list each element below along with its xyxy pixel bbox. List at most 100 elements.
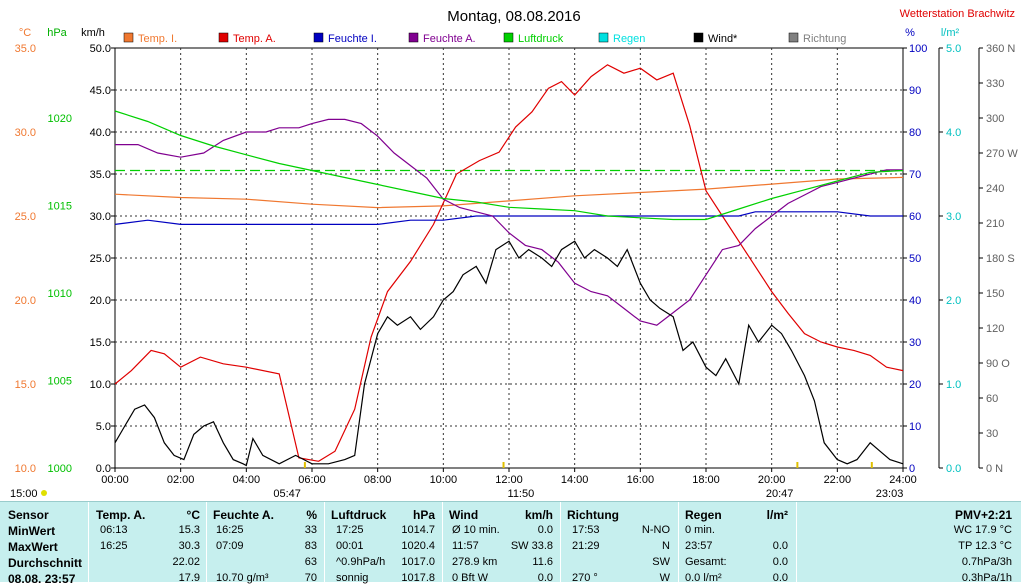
direction-tick-label: 120 bbox=[986, 323, 1004, 335]
header-luftdruck-unit: hPa bbox=[412, 508, 435, 522]
wind-label: 11:57 bbox=[452, 540, 479, 552]
series-luftdruck-line bbox=[114, 110, 904, 221]
legend-swatch bbox=[408, 32, 419, 43]
humidity-tick-label: 50 bbox=[909, 253, 921, 265]
series-wind-line bbox=[114, 240, 904, 467]
header-feuchte: Feuchte A. bbox=[213, 508, 274, 522]
wind-tick-label: 35.0 bbox=[90, 169, 111, 181]
rain-tick-label: 4.0 bbox=[946, 127, 961, 139]
temp-tick-label: 25.0 bbox=[15, 211, 36, 223]
luftdruck-time: 17:25 bbox=[336, 524, 364, 536]
feuchte-value: 33 bbox=[304, 524, 317, 536]
sunset-label: 20:47 bbox=[766, 488, 794, 500]
direction-tick-label: 0 N bbox=[986, 463, 1003, 475]
legend-label: Wind* bbox=[708, 33, 738, 45]
feuchte-time: 07:09 bbox=[216, 540, 244, 552]
x-tick-label: 12:00 bbox=[495, 474, 523, 486]
row-label: Durchschnitt bbox=[8, 556, 83, 570]
legend-label: Feuchte I. bbox=[328, 33, 377, 45]
luftdruck-time: sonnig bbox=[336, 572, 369, 584]
direction-tick-label: 360 N bbox=[986, 43, 1015, 55]
pressure-tick-label: 1010 bbox=[48, 288, 72, 300]
pressure-tick-label: 1005 bbox=[48, 376, 72, 388]
sunrise-label: 05:47 bbox=[273, 488, 301, 500]
x-tick-label: 06:00 bbox=[298, 474, 326, 486]
wind-label: Ø 10 min. bbox=[452, 524, 500, 536]
wind-value: 11.6 bbox=[532, 556, 553, 568]
header-feuchte-unit: % bbox=[306, 508, 317, 522]
legend-label: Temp. A. bbox=[233, 33, 276, 45]
header-pmv: PMV+2:21 bbox=[954, 508, 1012, 522]
feuchte-value: 83 bbox=[304, 540, 317, 552]
humidity-tick-label: 80 bbox=[909, 127, 921, 139]
humidity-tick-label: 60 bbox=[909, 211, 921, 223]
legend-swatch bbox=[123, 32, 134, 43]
x-tick-label: 14:00 bbox=[561, 474, 589, 486]
legend-swatch bbox=[218, 32, 229, 43]
humidity-tick-label: 100 bbox=[909, 43, 927, 55]
unit-wind: km/h bbox=[81, 27, 105, 39]
pmv-extra: TP 12.3 °C bbox=[958, 540, 1012, 552]
legend-label: Richtung bbox=[803, 33, 846, 45]
chart-title: Montag, 08.08.2016 bbox=[447, 8, 580, 25]
temp-time: 06:13 bbox=[100, 524, 128, 536]
legend-label: Temp. I. bbox=[138, 33, 177, 45]
humidity-tick-label: 10 bbox=[909, 421, 921, 433]
series-feuchte-a-line bbox=[115, 118, 903, 326]
pmv-extra: WC 17.9 °C bbox=[953, 524, 1012, 536]
temp-tick-label: 30.0 bbox=[15, 127, 36, 139]
stats-table: Sensor Temp. A. °C Feuchte A.% Luftdruck hPa W… bbox=[0, 501, 1021, 586]
x-tick-label: 08:00 bbox=[364, 474, 392, 486]
grid bbox=[114, 47, 904, 469]
legend-label: Regen bbox=[613, 33, 645, 45]
rain-tick-label: 2.0 bbox=[946, 295, 961, 307]
x-tick-label: 10:00 bbox=[430, 474, 458, 486]
legend-swatch bbox=[313, 32, 324, 43]
series-feuchte-i-line bbox=[114, 211, 903, 225]
header-wind-unit: km/h bbox=[524, 508, 553, 522]
direction-tick-label: 60 bbox=[986, 393, 998, 405]
wind-label: 0 Bft W bbox=[452, 572, 489, 584]
wind-value: 0.0 bbox=[537, 524, 553, 536]
feuchte-value: 70 bbox=[304, 572, 317, 584]
direction-tick-label: 90 O bbox=[986, 358, 1010, 370]
pressure-tick-label: 1000 bbox=[48, 463, 72, 475]
temp-tick-label: 20.0 bbox=[15, 295, 36, 307]
feuchte-time: 10.70 g/m³ bbox=[216, 572, 269, 584]
direction-tick-label: 30 bbox=[986, 428, 998, 440]
temp-value: 30.3 bbox=[178, 540, 200, 552]
plot-area bbox=[114, 64, 904, 467]
legend-label: Feuchte A. bbox=[423, 33, 476, 45]
header-luftdruck: Luftdruck bbox=[331, 508, 387, 522]
regen-label: 23:57 bbox=[685, 540, 713, 552]
x-tick-label: 20:00 bbox=[758, 474, 786, 486]
legend-label: Luftdruck bbox=[518, 33, 564, 45]
unit-humidity: % bbox=[905, 27, 915, 39]
luftdruck-value: 1020.4 bbox=[401, 540, 435, 552]
regen-value: 0.0 bbox=[772, 572, 788, 584]
regen-value: 0.0 bbox=[772, 556, 788, 568]
humidity-tick-label: 0 bbox=[909, 463, 915, 475]
header-regen-unit: l/m² bbox=[766, 508, 788, 522]
humidity-tick-label: 90 bbox=[909, 85, 921, 97]
x-tick-label: 02:00 bbox=[167, 474, 195, 486]
unit-rain: l/m² bbox=[941, 27, 960, 39]
header-richtung: Richtung bbox=[567, 508, 619, 522]
wind-tick-label: 25.0 bbox=[90, 253, 111, 265]
header-temp: Temp. A. bbox=[96, 508, 146, 522]
x-tick-label: 24:00 bbox=[889, 474, 917, 486]
wind-tick-label: 15.0 bbox=[90, 337, 111, 349]
direction-tick-label: 330 bbox=[986, 78, 1004, 90]
feuchte-time: 16:25 bbox=[216, 524, 244, 536]
luftdruck-time: 00:01 bbox=[336, 540, 364, 552]
direction-tick-label: 240 bbox=[986, 183, 1004, 195]
luftdruck-value: 1014.7 bbox=[401, 524, 435, 536]
humidity-tick-label: 40 bbox=[909, 295, 921, 307]
richtung-time: 21:29 bbox=[572, 540, 600, 552]
series-temp-i-line bbox=[114, 176, 904, 209]
rain-tick-label: 0.0 bbox=[946, 463, 961, 475]
richtung-time: 17:53 bbox=[572, 524, 600, 536]
temp-value: 15.3 bbox=[178, 524, 200, 536]
unit-pressure: hPa bbox=[47, 27, 67, 39]
rain-tick-label: 3.0 bbox=[946, 211, 961, 223]
